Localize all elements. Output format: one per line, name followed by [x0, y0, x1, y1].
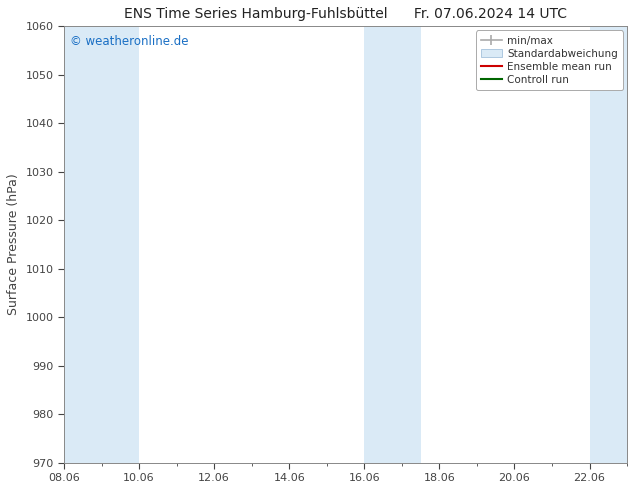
Bar [365, 26, 420, 463]
Bar [590, 26, 627, 463]
Legend: min/max, Standardabweichung, Ensemble mean run, Controll run: min/max, Standardabweichung, Ensemble me… [476, 30, 623, 90]
Text: © weatheronline.de: © weatheronline.de [70, 35, 188, 48]
Title: ENS Time Series Hamburg-Fuhlsbüttel      Fr. 07.06.2024 14 UTC: ENS Time Series Hamburg-Fuhlsbüttel Fr. … [124, 7, 567, 21]
Y-axis label: Surface Pressure (hPa): Surface Pressure (hPa) [7, 173, 20, 316]
Bar [64, 26, 139, 463]
